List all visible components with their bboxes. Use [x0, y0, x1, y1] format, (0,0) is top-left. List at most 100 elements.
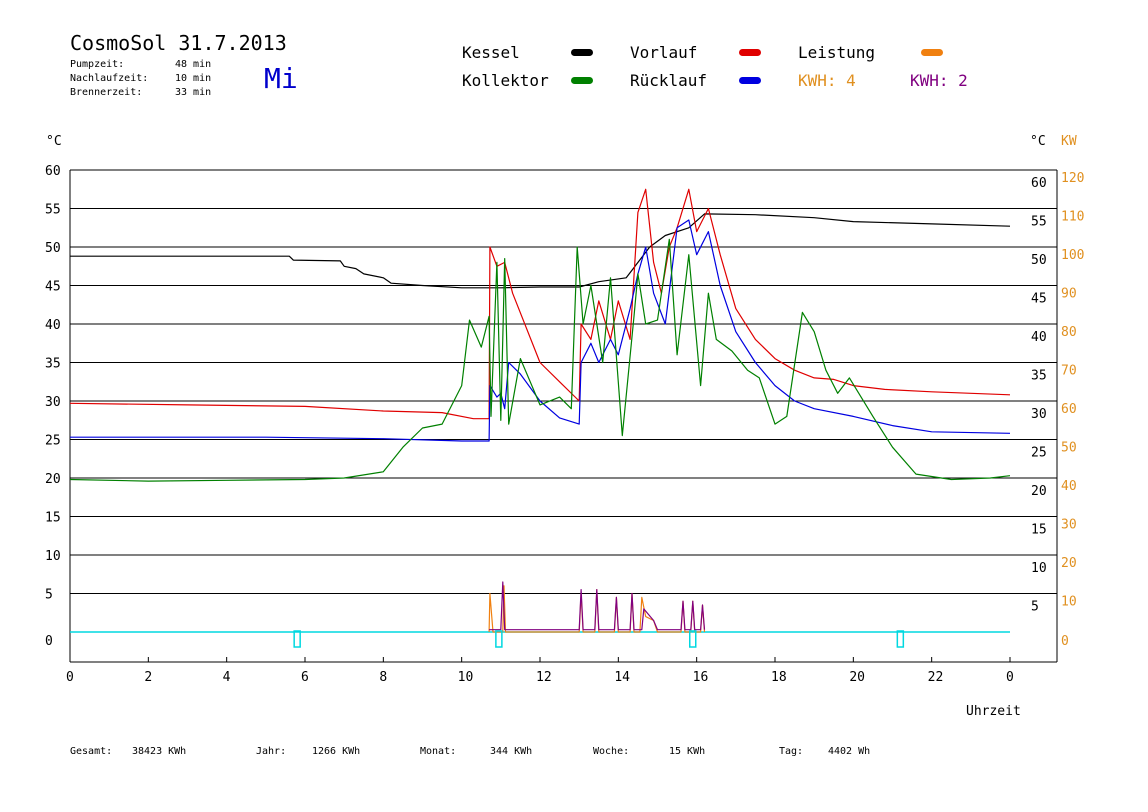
left-tick-label: 55: [45, 203, 61, 218]
footer-woche-label: Woche:: [593, 746, 629, 757]
left-tick-label: 60: [45, 164, 61, 179]
series-layer: [69, 188, 1011, 633]
legend-kwh-burner: KWH: 2: [910, 71, 968, 90]
kw-tick-label: 70: [1061, 364, 1077, 379]
x-tick-label: 4: [223, 670, 231, 685]
right-tick-label: 45: [1031, 292, 1047, 307]
right-axis-ticks: 5 10 15 20 25 30 35 40 45 50 55 60: [1031, 176, 1047, 615]
right-tick-label: 30: [1031, 407, 1047, 422]
kw-tick-label: 100: [1061, 248, 1084, 263]
weekday-label: Mi: [264, 62, 298, 95]
legend-ruecklauf-swatch: [739, 77, 761, 84]
legend-vorlauf-swatch: [739, 49, 761, 56]
info-brennerzeit-value: 33 min: [175, 87, 211, 98]
kw-tick-label: 50: [1061, 441, 1077, 456]
x-tick-label: 18: [771, 670, 787, 685]
series-line-vorlauf: [69, 188, 1011, 420]
right-tick-label: 40: [1031, 330, 1047, 345]
legend: Kessel Vorlauf Leistung Kollektor Rückla…: [462, 43, 968, 90]
legend-kollektor-swatch: [571, 77, 593, 84]
right-tick-label: 25: [1031, 446, 1047, 461]
legend-kollektor-label: Kollektor: [462, 71, 549, 90]
legend-vorlauf-label: Vorlauf: [630, 43, 697, 62]
left-tick-label: 50: [45, 241, 61, 256]
left-tick-label: 5: [45, 588, 53, 603]
footer-stats: Gesamt: 38423 KWh Jahr: 1266 KWh Monat: …: [70, 746, 870, 757]
info-nachlaufzeit-label: Nachlaufzeit:: [70, 73, 148, 84]
left-tick-label: 25: [45, 434, 61, 449]
legend-kessel-label: Kessel: [462, 43, 520, 62]
kw-axis-unit: KW: [1061, 134, 1077, 149]
right-tick-label: 35: [1031, 369, 1047, 384]
right-tick-label: 5: [1031, 600, 1039, 615]
kw-axis-ticks: 0 10 20 30 40 50 60 70 80 90 100 110 120: [1061, 171, 1084, 649]
right-tick-label: 20: [1031, 484, 1047, 499]
series-line-rcklauf: [70, 219, 1011, 442]
left-tick-label: 10: [45, 549, 61, 564]
footer-woche-value: 15 KWh: [669, 746, 705, 757]
left-tick-label: 45: [45, 280, 61, 295]
footer-jahr-value: 1266 KWh: [312, 746, 360, 757]
info-nachlaufzeit-value: 10 min: [175, 73, 211, 84]
grid-lines: [70, 169, 1057, 594]
left-axis-ticks: 0 5 10 15 20 25 30 35 40 45 50 55 60: [45, 164, 61, 649]
info-pumpzeit-label: Pumpzeit:: [70, 59, 124, 70]
x-tick-label: 6: [301, 670, 309, 685]
x-tick-label: 2: [144, 670, 152, 685]
right-axis-unit: °C: [1030, 134, 1046, 149]
x-axis-label: Uhrzeit: [966, 704, 1021, 719]
legend-leistung-swatch: [921, 49, 943, 56]
left-tick-label: 15: [45, 511, 61, 526]
footer-tag-value: 4402 Wh: [828, 746, 870, 757]
footer-gesamt-label: Gesamt:: [70, 746, 112, 757]
kw-tick-label: 40: [1061, 479, 1077, 494]
x-tick-label: 0: [1006, 670, 1014, 685]
x-tick-label: 22: [928, 670, 944, 685]
chart-title: CosmoSol 31.7.2013: [70, 31, 287, 55]
left-tick-label: 0: [45, 634, 53, 649]
legend-leistung-label: Leistung: [798, 43, 875, 62]
kw-tick-label: 90: [1061, 287, 1077, 302]
kw-tick-label: 120: [1061, 171, 1084, 186]
x-axis-ticks: 0 2 4 6 8 10 12 14 16 18 20 22 0: [66, 657, 1014, 685]
right-tick-label: 15: [1031, 523, 1047, 538]
footer-monat-label: Monat:: [420, 746, 456, 757]
legend-ruecklauf-label: Rücklauf: [630, 71, 707, 90]
right-tick-label: 55: [1031, 215, 1047, 230]
left-tick-label: 20: [45, 472, 61, 487]
right-tick-label: 50: [1031, 253, 1047, 268]
info-pumpzeit-value: 48 min: [175, 59, 211, 70]
kw-tick-label: 0: [1061, 634, 1069, 649]
left-tick-label: 35: [45, 357, 61, 372]
info-brennerzeit-label: Brennerzeit:: [70, 87, 142, 98]
kw-tick-label: 80: [1061, 325, 1077, 340]
x-tick-label: 0: [66, 670, 74, 685]
kw-tick-label: 20: [1061, 556, 1077, 571]
pump-markers: [293, 630, 905, 648]
series-line-kessel: [70, 213, 1011, 289]
pump-marker: [896, 630, 905, 648]
left-axis-unit: °C: [46, 134, 62, 149]
x-tick-label: 16: [693, 670, 709, 685]
x-tick-label: 8: [379, 670, 387, 685]
series-line-brenner: [489, 581, 706, 631]
pump-marker: [293, 630, 301, 648]
x-tick-label: 14: [614, 670, 630, 685]
kw-tick-label: 30: [1061, 518, 1077, 533]
x-tick-label: 10: [458, 670, 474, 685]
footer-jahr-label: Jahr:: [256, 746, 286, 757]
kw-tick-label: 10: [1061, 595, 1077, 610]
series-line-kollektor: [69, 238, 1011, 482]
kw-tick-label: 60: [1061, 402, 1077, 417]
pump-marker: [495, 630, 503, 648]
footer-gesamt-value: 38423 KWh: [132, 746, 186, 757]
left-tick-label: 30: [45, 395, 61, 410]
legend-kessel-swatch: [571, 49, 593, 56]
axis-lines: [69, 170, 1058, 663]
left-tick-label: 40: [45, 318, 61, 333]
right-tick-label: 10: [1031, 561, 1047, 576]
x-tick-label: 20: [849, 670, 865, 685]
pump-marker: [689, 630, 697, 648]
x-tick-label: 12: [536, 670, 552, 685]
